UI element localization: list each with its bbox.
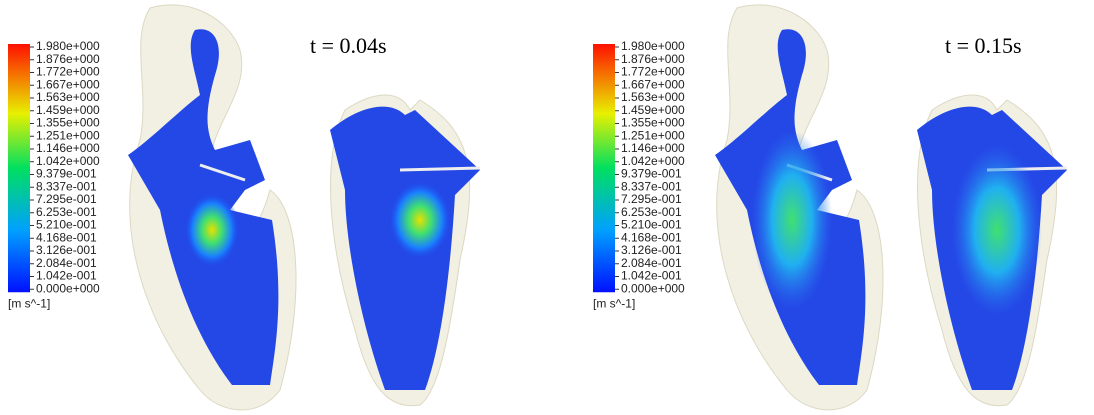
jet <box>184 192 240 268</box>
colorbar <box>8 44 30 292</box>
colorbar-label: 0.000e+000 <box>621 281 685 295</box>
colorbar-unit: [m s^-1] <box>593 296 635 310</box>
jet <box>952 145 1042 315</box>
colorbar <box>593 44 615 292</box>
panel-1-images <box>128 5 480 410</box>
jet <box>752 130 832 310</box>
figure: t = 0.04s1.980e+0001.876e+0001.772e+0001… <box>0 0 1094 415</box>
colorbar-label: 0.000e+000 <box>36 281 100 295</box>
time-label: t = 0.04s <box>310 33 387 58</box>
time-label: t = 0.15s <box>945 33 1022 58</box>
panel-2-images <box>715 5 1067 410</box>
colorbar-unit: [m s^-1] <box>8 296 50 310</box>
jet <box>388 180 452 260</box>
